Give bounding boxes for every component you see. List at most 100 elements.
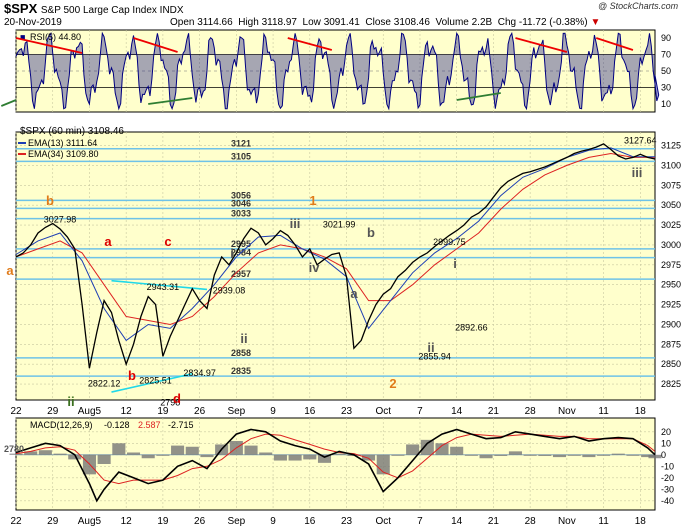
wave-label: a — [104, 234, 112, 249]
macd-histogram-bar — [53, 453, 67, 455]
macd-x-tick-label: 28 — [525, 516, 537, 527]
wave-label: iv — [309, 260, 321, 275]
macd-x-tick-label: 23 — [341, 516, 353, 527]
rsi-trendline-red — [595, 37, 634, 51]
macd-tick-label: 20 — [661, 427, 671, 437]
price-tick-label: 2825 — [661, 379, 681, 389]
macd-histogram-bar — [376, 454, 390, 475]
price-panel: 2825 2850 2875 2900 2925 2950 2975 3000 3025 3050… — [6, 126, 681, 417]
wave-label: c — [164, 234, 171, 249]
macd-histogram-bar — [332, 453, 346, 455]
price-tick-label: 2925 — [661, 300, 681, 310]
wave-label: iii — [632, 165, 643, 180]
price-tick-label: 2900 — [661, 319, 681, 329]
macd-x-tick-label: 29 — [47, 516, 59, 527]
symbol: $SPX — [4, 1, 38, 16]
macd-x-tick-label: 26 — [194, 516, 206, 527]
macd-histogram-bar — [523, 454, 537, 456]
macd-x-tick-label: 21 — [488, 516, 500, 527]
rsi-legend-swatch: ■ — [20, 32, 25, 42]
macd-tick-label: -30 — [661, 484, 674, 494]
price-tick-label: 3075 — [661, 180, 681, 190]
macd-x-tick-label: 19 — [157, 516, 169, 527]
macd-histogram-bar — [597, 454, 611, 456]
price-annotation: 3027.98 — [44, 215, 77, 225]
macd-legend-macd: -0.128 — [104, 420, 130, 430]
macd-histogram-bar — [435, 443, 449, 455]
macd-x-tick-label: 22 — [10, 516, 22, 527]
price-annotation: 2939.08 — [213, 285, 246, 295]
high-value: 3118.97 — [261, 17, 297, 28]
price-tick-label: 3050 — [661, 200, 681, 210]
level-label: 3046 — [231, 198, 251, 208]
wave-label: ii — [240, 331, 247, 346]
wave-label: a — [350, 286, 358, 301]
down-arrow-icon: ▼ — [590, 17, 601, 28]
price-frame — [15, 131, 656, 401]
price-annotation: 2892.66 — [455, 322, 488, 332]
macd-tick-label: 0 — [661, 450, 666, 460]
price-x-tick-label: 16 — [304, 406, 316, 417]
price-x-tick-label: 23 — [341, 406, 353, 417]
ema34-legend-label: EMA(34) 3109.80 — [28, 149, 99, 159]
macd-histogram-bar — [259, 452, 273, 455]
macd-x-tick-label: 9 — [270, 516, 276, 527]
price-x-tick-label: Aug5 — [78, 406, 102, 417]
macd-histogram-bar — [244, 445, 258, 455]
price-x-tick-label: 21 — [488, 406, 500, 417]
macd-histogram-bar — [450, 446, 464, 455]
macd-histogram-bar — [112, 443, 126, 455]
rsi-trendline-green — [0, 99, 17, 107]
macd-histogram-bar — [420, 439, 434, 455]
macd-legend-hist: -2.715 — [168, 420, 194, 430]
volume-value: 2.2B — [471, 17, 493, 28]
macd-x-tick-label: 11 — [598, 516, 609, 527]
price-x-tick-label: 14 — [451, 406, 463, 417]
macd-tick-label: -20 — [661, 473, 674, 483]
ema13-legend-label: EMA(13) 3111.64 — [28, 138, 97, 148]
macd-histogram-bar — [97, 454, 111, 464]
rsi-trendline-red — [515, 37, 568, 53]
wave-label: 2 — [389, 376, 396, 391]
price-tick-label: 3100 — [661, 160, 681, 170]
price-annotation: 2999.75 — [433, 237, 466, 247]
macd-x-tick-label: 7 — [417, 516, 423, 527]
macd-x-tick-label: 12 — [121, 516, 133, 527]
rsi-trendline-red — [133, 37, 178, 53]
macd-histogram-bar — [362, 454, 376, 461]
chg-value: -11.72 (-0.38%) — [518, 17, 588, 28]
wave-label: b — [46, 193, 54, 208]
macd-histogram-bar — [611, 453, 625, 455]
level-label: 3121 — [231, 139, 251, 149]
quote-line: Open 3114.66 High 3118.97 Low 3091.41 Cl… — [170, 17, 601, 28]
rsi-line — [15, 31, 660, 111]
macd-histogram-bar — [464, 454, 478, 456]
macd-histogram-bar — [552, 454, 567, 458]
price-tick-label: 3025 — [661, 220, 681, 230]
macd-histogram-bar — [508, 451, 522, 455]
wave-label: ii — [427, 340, 434, 355]
wave-label: d — [173, 391, 181, 406]
macd-histogram-bar — [24, 451, 38, 455]
price-tick-label: 2850 — [661, 359, 681, 369]
wave-label: a — [6, 263, 14, 278]
price-tick-label: 2975 — [661, 260, 681, 270]
macd-histogram-bar — [391, 454, 405, 456]
rsi-tick-label: 10 — [661, 99, 671, 109]
price-annotation: 3127.64 — [624, 135, 657, 145]
price-tick-label: 3000 — [661, 240, 681, 250]
price-tick-label: 2875 — [661, 339, 681, 349]
macd-legend-signal: 2.587 — [138, 420, 161, 430]
level-label: 3056 — [231, 190, 251, 200]
macd-legend-name: MACD(12,26,9) — [30, 420, 93, 430]
index-name: S&P 500 Large Cap Index INDX — [40, 5, 184, 16]
level-label: 2957 — [231, 269, 251, 279]
macd-x-tick-label: 16 — [304, 516, 316, 527]
price-annotation: 2825.51 — [139, 376, 172, 386]
price-x-tick-label: 26 — [194, 406, 206, 417]
macd-histogram-bar — [126, 452, 141, 455]
price-annotation: 2822.12 — [88, 378, 121, 388]
price-x-tick-label: 29 — [47, 406, 59, 417]
